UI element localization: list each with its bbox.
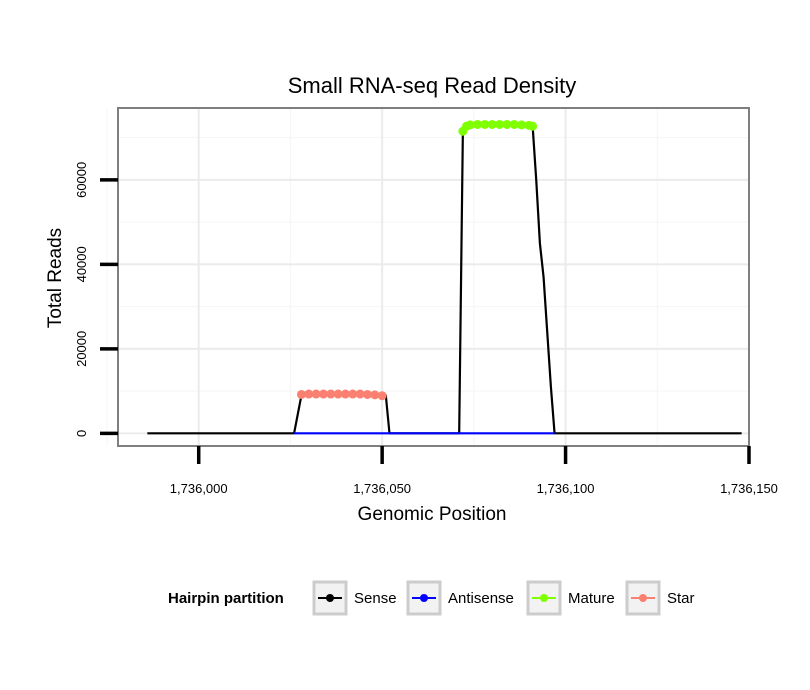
- data-point-mature: [528, 121, 538, 131]
- legend-entry-star: Star: [625, 580, 695, 616]
- data-point-mature: [517, 120, 527, 130]
- chart-title: Small RNA-seq Read Density: [288, 73, 577, 98]
- data-point-star: [333, 389, 343, 399]
- legend-label: Star: [667, 590, 695, 607]
- data-point-star: [326, 389, 336, 399]
- data-point-star: [296, 389, 306, 399]
- data-point-mature: [465, 120, 475, 130]
- data-point-star: [370, 390, 380, 400]
- legend-entry-antisense: Antisense: [406, 580, 514, 616]
- data-point-star: [355, 389, 365, 399]
- y-tick-label: 60000: [74, 162, 89, 198]
- data-point-mature: [473, 119, 483, 129]
- series-layer: [147, 119, 742, 435]
- legend-key-point: [540, 594, 548, 602]
- data-point-star: [348, 389, 358, 399]
- legend-key-point: [420, 594, 428, 602]
- legend-label: Antisense: [448, 590, 514, 607]
- legend-key-point: [326, 594, 334, 602]
- data-point-star: [377, 391, 387, 401]
- data-point-star: [318, 389, 328, 399]
- data-point-star: [340, 389, 350, 399]
- data-point-mature: [495, 119, 505, 129]
- y-tick-label: 20000: [74, 331, 89, 367]
- legend: Hairpin partition Sense Antisense Mature St…: [168, 580, 695, 616]
- x-tick-label: 1,736,000: [170, 481, 228, 496]
- y-axis-title: Total Reads: [45, 228, 66, 328]
- data-point-mature: [502, 119, 512, 129]
- data-point-star: [362, 389, 372, 399]
- data-point-star: [311, 389, 321, 399]
- legend-title: Hairpin partition: [168, 590, 284, 607]
- legend-label: Sense: [354, 590, 397, 607]
- axes: 1,736,000 1,736,050 1,736,100 1,736,150 0 200…: [74, 162, 778, 496]
- plot-border: [117, 107, 750, 447]
- data-point-mature: [509, 119, 519, 129]
- y-tick-label: 40000: [74, 246, 89, 282]
- plot-panel: [118, 108, 749, 446]
- data-point-mature: [487, 119, 497, 129]
- legend-entry-mature: Mature: [526, 580, 615, 616]
- x-tick-label: 1,736,050: [353, 481, 411, 496]
- legend-entries: Sense Antisense Mature Star: [312, 580, 695, 616]
- x-axis-title: Genomic Position: [358, 504, 507, 525]
- y-tick-label: 0: [74, 430, 89, 437]
- data-point-star: [304, 389, 314, 399]
- legend-entry-sense: Sense: [312, 580, 397, 616]
- x-tick-label: 1,736,150: [720, 481, 778, 496]
- x-tick-label: 1,736,100: [537, 481, 595, 496]
- legend-key-point: [639, 594, 647, 602]
- data-point-mature: [480, 119, 490, 129]
- legend-label: Mature: [568, 590, 615, 607]
